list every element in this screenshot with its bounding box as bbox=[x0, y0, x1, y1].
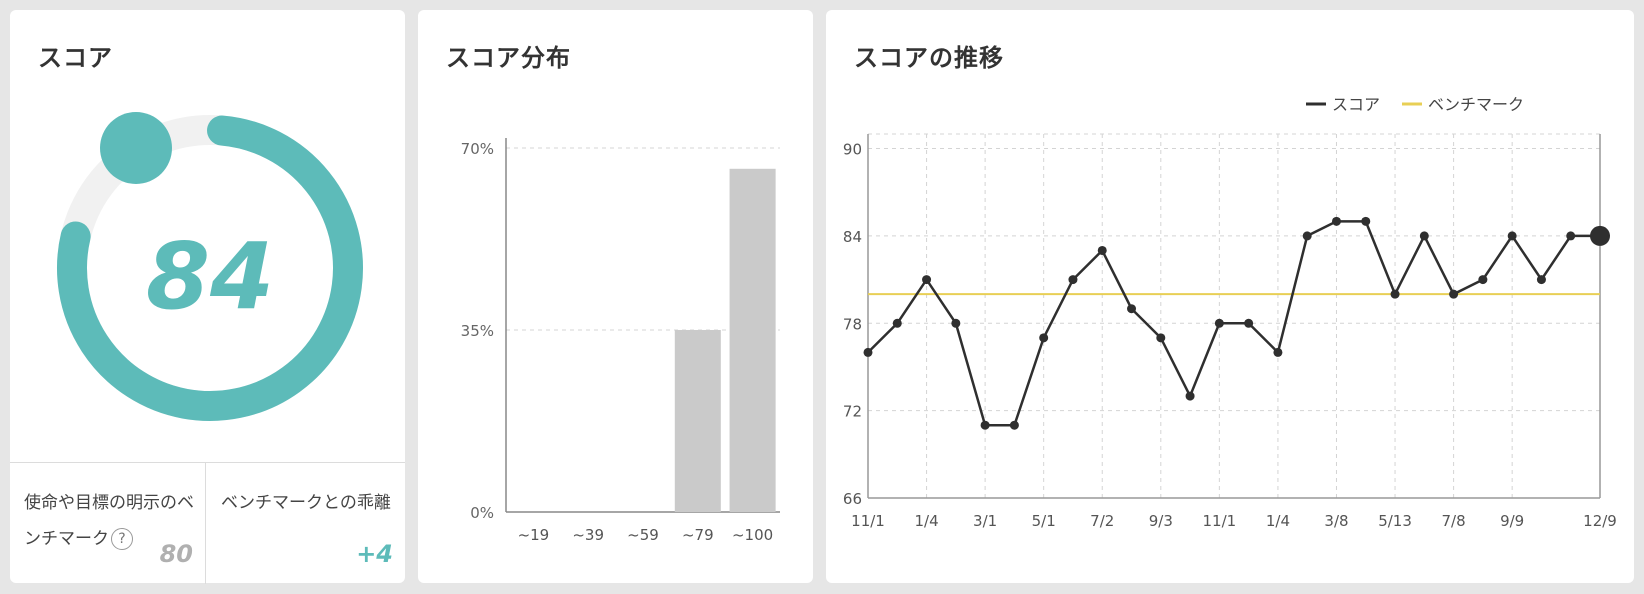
score-point bbox=[1419, 231, 1429, 241]
x-tick-label: 7/2 bbox=[1090, 512, 1114, 530]
score-point bbox=[1214, 318, 1224, 328]
score-point bbox=[1536, 275, 1546, 285]
x-tick-label: ~100 bbox=[732, 526, 773, 544]
x-tick-label: ~19 bbox=[518, 526, 550, 544]
score-card: スコア 84 使命や目標の明示のベンチマーク? 80 ベンチマークとの乖離 +4 bbox=[10, 10, 405, 584]
x-tick-label: ~39 bbox=[572, 526, 604, 544]
gap-label: ベンチマークとの乖離 bbox=[221, 493, 391, 513]
benchmark-value: 80 bbox=[159, 540, 193, 568]
gauge-arc bbox=[57, 115, 363, 421]
score-point bbox=[1566, 231, 1576, 241]
score-point bbox=[951, 318, 961, 328]
gap-value: +4 bbox=[356, 540, 393, 568]
x-tick-label: 7/8 bbox=[1442, 512, 1466, 530]
x-tick-label: 11/1 bbox=[851, 512, 885, 530]
score-point bbox=[1361, 216, 1371, 226]
score-point bbox=[1478, 275, 1488, 285]
x-tick-label: 1/4 bbox=[914, 512, 938, 530]
legend-label: ベンチマーク bbox=[1428, 95, 1524, 114]
score-point bbox=[1068, 275, 1078, 285]
score-point bbox=[892, 318, 902, 328]
score-point bbox=[1009, 420, 1019, 430]
score-point bbox=[1507, 231, 1517, 241]
x-tick-label: 3/8 bbox=[1324, 512, 1348, 530]
y-tick-label: 90 bbox=[843, 141, 862, 159]
x-tick-label: ~79 bbox=[682, 526, 714, 544]
x-tick-label: 5/13 bbox=[1378, 512, 1412, 530]
x-tick-label: 9/9 bbox=[1500, 512, 1524, 530]
y-tick-label: 70% bbox=[461, 140, 494, 158]
score-point bbox=[1273, 347, 1283, 357]
bar bbox=[729, 168, 776, 513]
score-point bbox=[1331, 216, 1341, 226]
x-tick-label: 9/3 bbox=[1149, 512, 1173, 530]
score-gauge: 84 bbox=[57, 112, 363, 421]
score-point bbox=[980, 420, 990, 430]
score-point bbox=[922, 275, 932, 285]
help-icon[interactable]: ? bbox=[111, 528, 133, 550]
score-point bbox=[1039, 333, 1049, 343]
score-card-title: スコア bbox=[38, 44, 113, 72]
score-point bbox=[1449, 289, 1459, 299]
score-point bbox=[1244, 318, 1254, 328]
x-tick-label: 12/9 bbox=[1583, 512, 1617, 530]
distribution-card-title: スコア分布 bbox=[446, 44, 571, 72]
score-point bbox=[863, 347, 873, 357]
bar bbox=[674, 330, 721, 512]
gap-cell: ベンチマークとの乖離 +4 bbox=[207, 463, 405, 584]
distribution-chart: 0% 35% 70% ~19 ~39 ~59 ~79 ~100 bbox=[461, 138, 780, 544]
y-tick-label: 78 bbox=[843, 315, 862, 333]
score-point bbox=[1302, 231, 1312, 241]
x-tick-label: 11/1 bbox=[1203, 512, 1237, 530]
trend-chart: 66 72 78 84 90 11/1 1/4 3/1 5/1 7/2 9/3 11/1 1/4 3/8 5… bbox=[843, 95, 1617, 530]
y-tick-label: 84 bbox=[843, 228, 862, 246]
y-tick-label: 0% bbox=[470, 504, 494, 522]
score-point bbox=[1185, 391, 1195, 401]
score-point bbox=[1097, 245, 1107, 255]
x-tick-label: 1/4 bbox=[1266, 512, 1290, 530]
y-tick-label: 35% bbox=[461, 322, 494, 340]
x-tick-label: ~59 bbox=[627, 526, 659, 544]
score-footer: 使命や目標の明示のベンチマーク? 80 ベンチマークとの乖離 +4 bbox=[10, 462, 405, 584]
score-line bbox=[867, 220, 1600, 427]
y-tick-label: 72 bbox=[843, 403, 862, 421]
score-point bbox=[1390, 289, 1400, 299]
score-point bbox=[1156, 333, 1166, 343]
score-point bbox=[1590, 225, 1610, 246]
score-value: 84 bbox=[146, 223, 274, 330]
trend-card-title: スコアの推移 bbox=[854, 44, 1004, 72]
gauge-knob bbox=[100, 112, 172, 184]
x-tick-label: 3/1 bbox=[973, 512, 997, 530]
score-point bbox=[1127, 304, 1137, 314]
benchmark-label: 使命や目標の明示のベンチマーク bbox=[24, 493, 194, 549]
benchmark-cell: 使命や目標の明示のベンチマーク? 80 bbox=[10, 463, 206, 584]
trend-card: スコアの推移 66 72 78 84 90 11/1 1/4 3/1 5/1 7/2 9/3 11/1… bbox=[826, 10, 1634, 583]
legend-label: スコア bbox=[1332, 95, 1380, 114]
distribution-card: スコア分布 0% 35% 70% ~19 ~39 ~59 ~79 ~100 bbox=[418, 10, 813, 583]
x-tick-label: 5/1 bbox=[1032, 512, 1056, 530]
y-tick-label: 66 bbox=[843, 490, 862, 508]
